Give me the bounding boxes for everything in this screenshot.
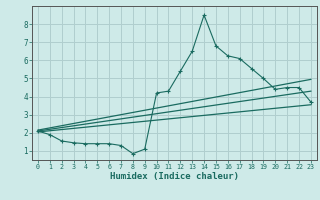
X-axis label: Humidex (Indice chaleur): Humidex (Indice chaleur) bbox=[110, 172, 239, 181]
